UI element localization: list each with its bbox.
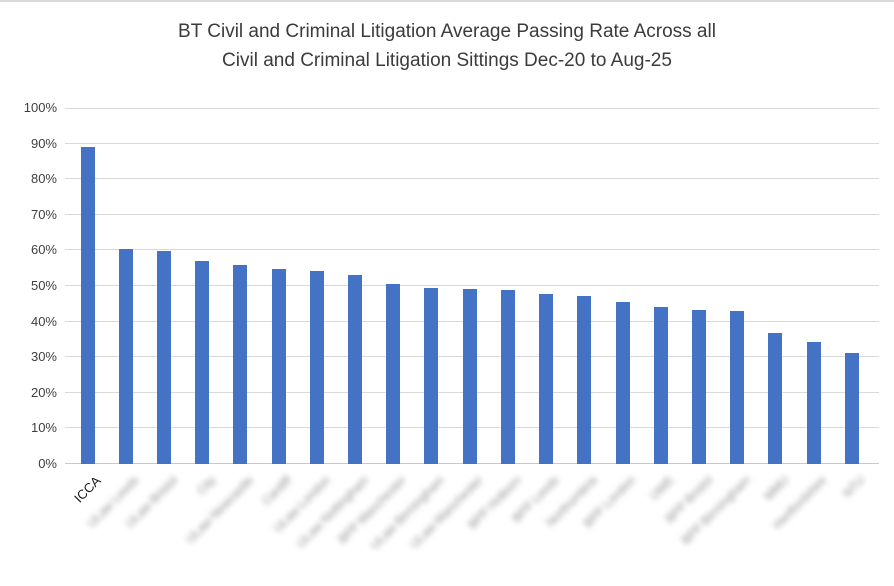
- bar: [730, 311, 745, 464]
- bar: [195, 260, 210, 464]
- y-axis-tick-label: 90%: [30, 135, 57, 151]
- y-axis-tick-label: 60%: [30, 242, 57, 258]
- y-axis-tick-label: 40%: [30, 313, 57, 329]
- chart-title-line-1: BT Civil and Criminal Litigation Average…: [178, 21, 716, 42]
- gridline: [65, 108, 879, 109]
- bar: [500, 289, 515, 464]
- x-axis-category-label-blurred: Cardiff: [259, 473, 295, 508]
- bar: [271, 268, 286, 464]
- gridline: [65, 285, 879, 286]
- chart-title-line-2: Civil and Criminal Litigation Sittings D…: [222, 50, 672, 71]
- x-axis-category-label-blurred: UWE: [647, 473, 677, 503]
- y-axis-tick-label: 100%: [23, 100, 57, 115]
- y-axis-tick-label: 20%: [30, 384, 57, 400]
- bar: [462, 288, 477, 464]
- bar: [233, 265, 248, 464]
- x-axis-category-label-blurred: City: [193, 473, 219, 498]
- plot-area: [65, 108, 879, 464]
- gridline: [65, 249, 879, 251]
- x-axis-category-label-blurred: NTU: [840, 473, 868, 501]
- bar: [806, 341, 821, 464]
- bar: [348, 274, 363, 464]
- y-axis-tick-label: 30%: [30, 349, 57, 365]
- bar: [80, 147, 95, 464]
- bar: [653, 306, 668, 464]
- x-axis-category-label: ICCA: [71, 473, 105, 506]
- bar: [386, 284, 401, 464]
- bar: [768, 332, 783, 464]
- chart-title: BT Civil and Criminal Litigation Average…: [0, 17, 894, 75]
- x-axis-category-label-blurred: BPP Manchester: [335, 473, 410, 547]
- gridline: [65, 178, 879, 180]
- gridline: [65, 213, 879, 215]
- bar: [424, 288, 439, 464]
- y-axis-tick-label: 50%: [30, 278, 57, 293]
- bar: [615, 302, 630, 464]
- bar: [577, 295, 592, 464]
- y-axis-tick-label: 70%: [30, 206, 57, 222]
- y-axis-tick-label: 80%: [30, 171, 57, 187]
- window-top-border: [0, 0, 894, 2]
- y-axis-tick-label: 10%: [30, 420, 57, 436]
- x-axis-category-label-blurred: MMU: [761, 473, 792, 504]
- bar: [156, 251, 171, 464]
- gridline: [65, 142, 879, 144]
- x-axis-category-label-blurred: ULaw Newcastle: [183, 473, 257, 547]
- bar: [309, 271, 324, 464]
- y-axis-tick-label: 0%: [38, 456, 57, 471]
- bar: [118, 248, 133, 464]
- x-axis-category-label-blurred: BPP Birmingham: [678, 473, 754, 548]
- bar: [692, 309, 707, 464]
- bar: [539, 294, 554, 464]
- bar: [844, 353, 859, 464]
